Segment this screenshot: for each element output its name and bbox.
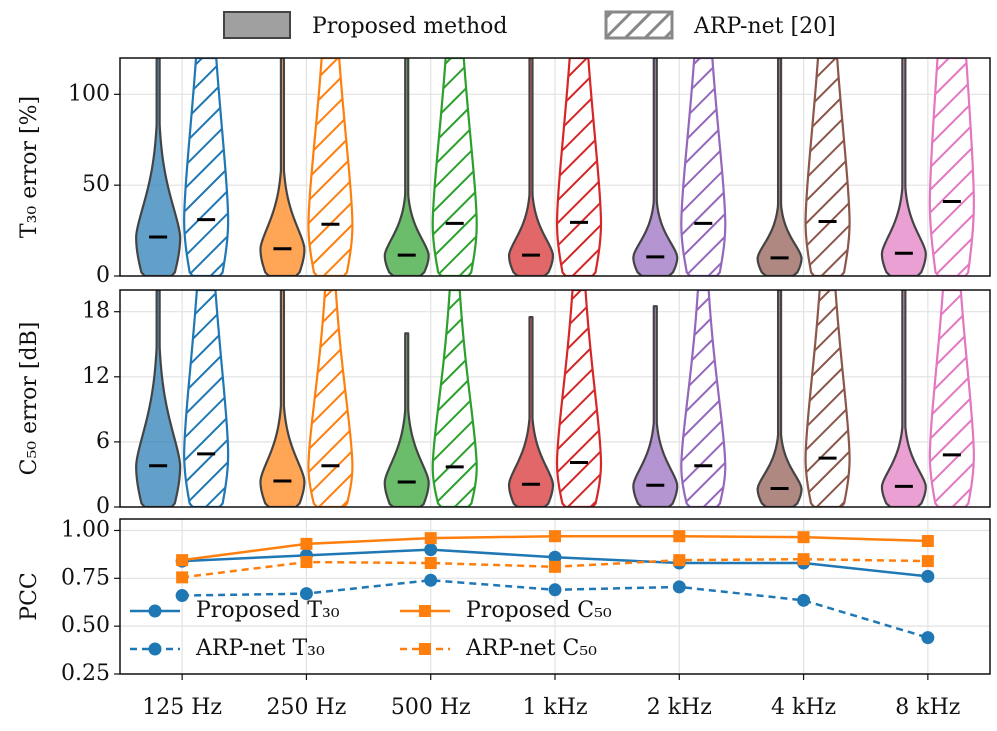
- violin: [680, 58, 727, 276]
- marker: [672, 580, 686, 594]
- marker: [299, 587, 313, 601]
- violin: [431, 290, 478, 507]
- violin: [508, 58, 554, 276]
- marker: [548, 583, 562, 597]
- violin: [135, 58, 182, 276]
- violin: [383, 332, 430, 507]
- violin: [680, 290, 727, 507]
- violin: [135, 290, 182, 507]
- marker: [549, 530, 561, 543]
- legend-swatch: [223, 11, 291, 39]
- marker: [797, 553, 810, 566]
- legend-label: ARP-net [20]: [693, 14, 836, 39]
- y-tick-label: 0: [96, 263, 110, 288]
- violin: [880, 58, 927, 276]
- y-tick-label: 18: [82, 299, 110, 324]
- violin: [880, 290, 927, 507]
- violin: [183, 290, 230, 507]
- y-tick-label: 0.25: [61, 661, 110, 686]
- violin: [307, 58, 354, 276]
- marker: [673, 530, 686, 543]
- legend: Proposed method ARP-net [20]: [223, 10, 836, 40]
- marker: [797, 593, 811, 607]
- y-axis-label: T₃₀ error [%]: [17, 96, 42, 238]
- violin: [183, 58, 230, 276]
- violin: [507, 316, 555, 507]
- y-tick-label: 0.75: [61, 565, 110, 590]
- violin: [555, 58, 603, 276]
- y-tick-label: 12: [82, 364, 110, 389]
- violin: [383, 58, 430, 276]
- x-tick-label: 1 kHz: [522, 695, 587, 720]
- y-axis-label: C₅₀ error [dB]: [17, 322, 42, 476]
- violin: [632, 58, 679, 276]
- marker: [300, 556, 313, 569]
- x-tick-label: 125 Hz: [142, 695, 222, 720]
- y-tick-label: 100: [68, 81, 110, 106]
- plot-area: [120, 290, 990, 507]
- marker: [175, 589, 189, 603]
- x-tick-label: 500 Hz: [391, 695, 471, 720]
- marker: [424, 557, 437, 570]
- axes-frame: [119, 57, 991, 277]
- marker: [673, 554, 686, 567]
- y-axis-label: PCC: [17, 572, 42, 620]
- violin: [259, 290, 306, 507]
- y-tick-label: 0.50: [61, 613, 110, 638]
- y-tick-label: 0: [96, 494, 110, 519]
- marker: [424, 573, 438, 587]
- marker: [419, 643, 431, 655]
- plot-area: [120, 58, 990, 276]
- marker: [549, 560, 561, 573]
- violin: [632, 305, 679, 507]
- marker: [176, 571, 189, 584]
- marker: [424, 543, 438, 557]
- violin: [928, 58, 975, 276]
- violin: [928, 290, 975, 507]
- marker: [548, 550, 562, 564]
- violin: [431, 58, 478, 276]
- legend: Proposed T₃₀ ARP-net T₃₀ Proposed C₅₀ ARP-n…: [130, 598, 612, 661]
- marker: [921, 535, 934, 548]
- legend-label: ARP-net C₅₀: [465, 636, 597, 661]
- axes-frame: [119, 518, 991, 675]
- legend-label: Proposed C₅₀: [466, 598, 612, 623]
- y-tick-label: 1.00: [61, 517, 110, 542]
- x-tick-label: 4 kHz: [771, 695, 836, 720]
- marker: [148, 604, 162, 618]
- y-tick-label: 50: [82, 172, 110, 197]
- x-tick-label: 250 Hz: [267, 695, 347, 720]
- marker: [921, 555, 934, 568]
- violin: [307, 290, 354, 507]
- violin: [756, 290, 803, 507]
- x-tick-label: 2 kHz: [647, 695, 712, 720]
- y-tick-label: 6: [96, 429, 110, 454]
- marker: [797, 531, 810, 544]
- marker: [921, 569, 935, 583]
- legend-swatch: [604, 10, 674, 40]
- marker: [148, 642, 162, 656]
- legend-label: Proposed method: [312, 14, 508, 39]
- legend-label: Proposed T₃₀: [196, 598, 340, 623]
- x-tick-label: 8 kHz: [895, 695, 960, 720]
- legend-label: ARP-net T₃₀: [195, 636, 325, 661]
- axes-frame: [119, 289, 991, 508]
- marker: [300, 537, 313, 550]
- marker: [921, 631, 935, 645]
- violin: [555, 290, 603, 507]
- violin: [804, 58, 851, 276]
- marker: [176, 554, 189, 567]
- marker: [424, 532, 437, 545]
- violin: [259, 58, 306, 276]
- violin: [804, 290, 851, 507]
- marker: [419, 605, 431, 617]
- violin: [756, 58, 803, 276]
